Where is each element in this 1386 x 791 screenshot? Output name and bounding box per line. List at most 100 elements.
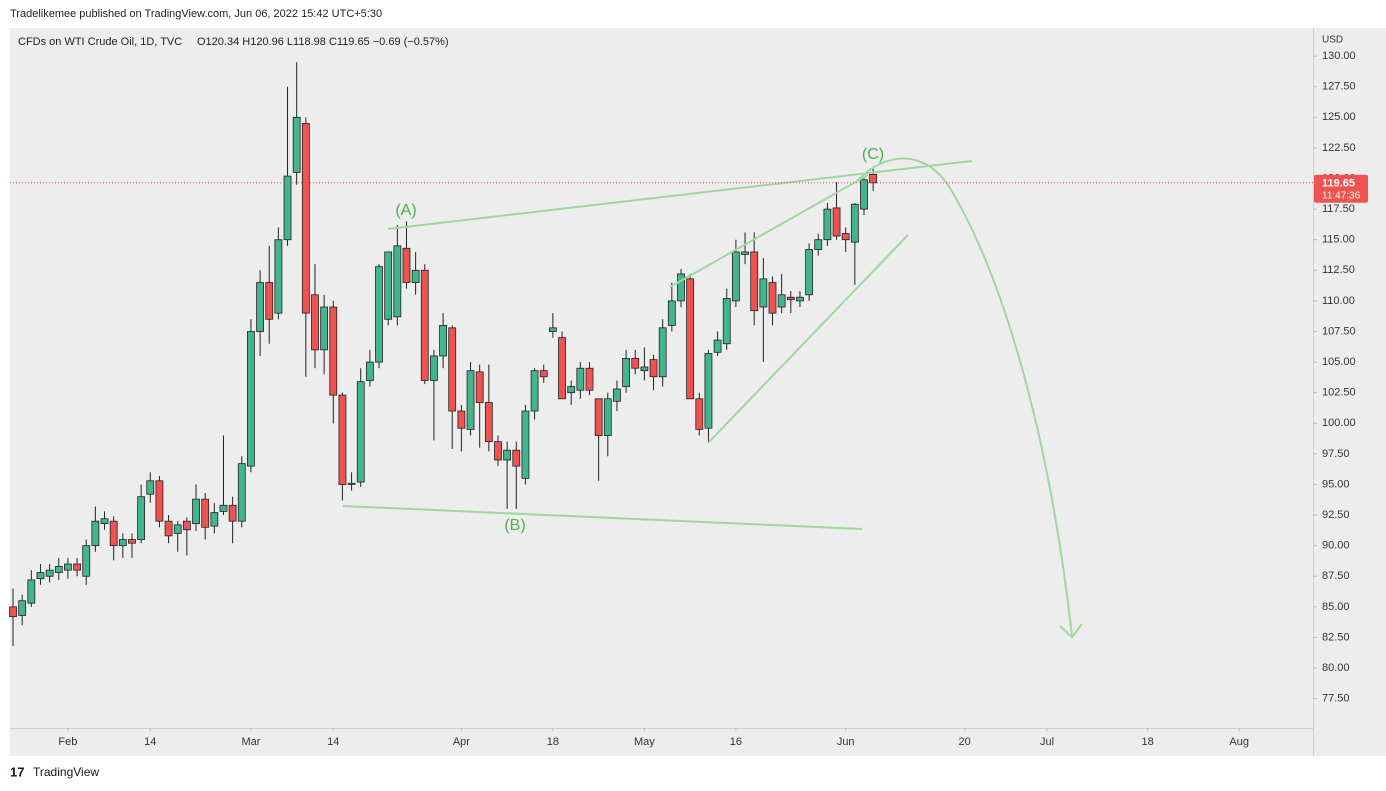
candle-body xyxy=(411,269,420,283)
footer-logo: 17 TradingView xyxy=(10,764,99,779)
candle-body xyxy=(164,520,173,537)
candles xyxy=(9,62,878,647)
wave-label: (C) xyxy=(862,146,884,163)
wave-label: (A) xyxy=(395,202,416,219)
candle-body xyxy=(91,520,100,547)
candle-body xyxy=(649,359,658,378)
candle-body xyxy=(457,410,466,429)
x-tick-label: Feb xyxy=(58,736,77,748)
y-tick-label: 87.50 xyxy=(1322,570,1350,582)
candle-body xyxy=(137,496,146,540)
y-tick-label: 112.50 xyxy=(1322,264,1355,276)
y-tick-label: 100.00 xyxy=(1322,417,1356,429)
candle-body xyxy=(219,504,228,512)
symbol: CFDs on WTI Crude Oil, 1D, TVC xyxy=(18,36,182,48)
candle-body xyxy=(347,482,356,485)
candle-body xyxy=(210,512,219,527)
candle-body xyxy=(786,296,795,301)
y-tick-label: 80.00 xyxy=(1322,662,1350,674)
y-tick-label: 117.50 xyxy=(1322,203,1355,215)
trend-line xyxy=(707,234,909,444)
candle-body xyxy=(64,563,72,571)
candle-body xyxy=(475,371,484,403)
candle-body xyxy=(466,370,475,430)
candle-body xyxy=(283,175,292,241)
candle-body xyxy=(109,520,118,547)
candle-body xyxy=(512,449,521,467)
x-tick-label: 14 xyxy=(144,736,156,748)
candle-body xyxy=(548,327,557,332)
candle-body xyxy=(256,282,264,332)
candle-body xyxy=(576,367,585,391)
x-tick-label: Apr xyxy=(453,736,470,748)
candle-body xyxy=(192,498,200,525)
candle-body xyxy=(585,367,594,391)
candle-body xyxy=(768,282,777,314)
candle-body xyxy=(118,539,127,547)
candle-body xyxy=(667,300,676,326)
logo-mark: 17 xyxy=(10,764,24,779)
candle-body xyxy=(155,480,164,522)
candle-body xyxy=(484,402,493,443)
candle-body xyxy=(173,524,182,534)
x-tick-label: May xyxy=(634,736,655,748)
candle-body xyxy=(430,355,438,381)
plot-area xyxy=(10,28,1313,728)
candle-body xyxy=(558,337,566,400)
candle-body xyxy=(265,282,274,320)
countdown-label: 11:47:36 xyxy=(1322,190,1361,201)
y-tick-label: 125.00 xyxy=(1322,111,1356,123)
candle-body xyxy=(27,579,36,604)
y-tick-label: 77.50 xyxy=(1322,693,1350,705)
arrow-head xyxy=(1059,623,1083,639)
candle-body xyxy=(45,569,54,577)
candle-body xyxy=(722,298,731,345)
y-tick-label: 97.50 xyxy=(1322,448,1350,460)
y-tick-label: 90.00 xyxy=(1322,540,1350,552)
candle-body xyxy=(182,520,191,531)
candle-body xyxy=(274,239,283,314)
candle-body xyxy=(521,410,530,479)
candle-body xyxy=(201,498,210,528)
candle-body xyxy=(73,563,81,571)
y-tick-label: 92.50 xyxy=(1322,509,1350,521)
candle-body xyxy=(869,173,878,184)
candle-body xyxy=(311,294,319,351)
candle-body xyxy=(731,251,740,302)
y-tick-label: 105.00 xyxy=(1322,356,1356,368)
candle-body xyxy=(292,116,301,173)
candle-body xyxy=(704,353,713,429)
y-tick-label: 122.50 xyxy=(1322,142,1356,154)
y-tick-label: 130.00 xyxy=(1322,50,1356,62)
candle-body xyxy=(356,381,365,483)
y-tick-label: 127.50 xyxy=(1322,81,1356,93)
brand: TradingView xyxy=(33,765,99,779)
x-tick-label: Aug xyxy=(1229,736,1249,748)
candle-body xyxy=(448,327,457,412)
candle-body xyxy=(393,245,402,318)
y-tick-label: 85.00 xyxy=(1322,601,1350,613)
candle-body xyxy=(567,386,576,394)
candle-body xyxy=(796,296,804,302)
candle-body xyxy=(494,441,502,461)
candle-body xyxy=(658,327,667,378)
y-tick-label: 110.00 xyxy=(1322,295,1355,307)
y-tick-label: 82.50 xyxy=(1322,631,1350,643)
candle-body xyxy=(850,203,859,243)
currency: USD xyxy=(1322,35,1343,46)
candle-body xyxy=(36,572,45,580)
candle-body xyxy=(237,463,246,522)
candle-body xyxy=(228,504,237,522)
candle-body xyxy=(530,370,539,412)
last-price-tag xyxy=(1314,174,1368,203)
x-tick-label: 14 xyxy=(327,736,339,748)
candle-body xyxy=(640,366,649,372)
trend-line xyxy=(669,174,869,288)
candle-body xyxy=(741,251,749,255)
candle-body xyxy=(320,306,329,351)
candle-body xyxy=(805,249,813,296)
projection-arc xyxy=(857,157,1073,637)
price-axis xyxy=(1314,28,1386,756)
candle-body xyxy=(503,449,512,461)
